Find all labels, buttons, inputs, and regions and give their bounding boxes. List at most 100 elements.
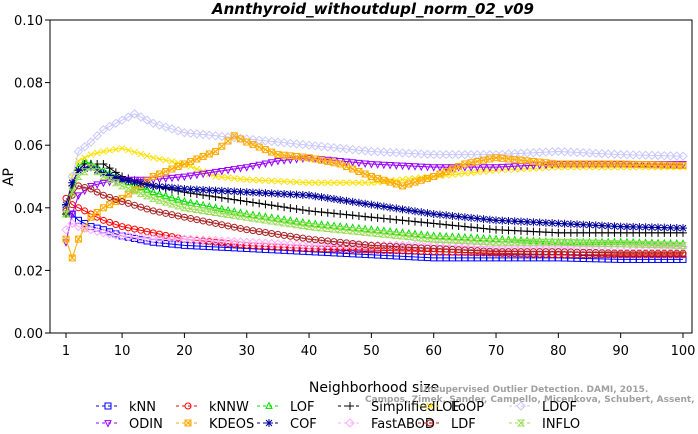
point-inflo xyxy=(479,238,488,246)
point-inflo xyxy=(460,237,470,245)
point-ldof xyxy=(584,148,595,158)
point-odin xyxy=(498,163,507,172)
point-fastabod xyxy=(659,242,670,252)
point-lof xyxy=(342,222,351,231)
point-inflo xyxy=(579,239,588,247)
point-fastabod xyxy=(298,240,308,250)
point-inflo xyxy=(311,223,320,231)
point-cof xyxy=(311,192,320,201)
legend-marker-ldof xyxy=(516,401,526,411)
point-inflo xyxy=(367,229,376,237)
point-fastabod xyxy=(104,229,115,239)
point-cof xyxy=(660,223,669,232)
point-inflo xyxy=(591,239,600,247)
point-odin xyxy=(249,162,257,171)
point-cof xyxy=(236,187,245,196)
legend-label-loop: LoOP xyxy=(451,400,484,415)
point-cof xyxy=(292,190,301,199)
legend-marker-kdeos xyxy=(184,419,192,427)
legend-label-fastabod: FastABOD xyxy=(371,417,435,432)
point-lof xyxy=(161,191,170,199)
point-cof xyxy=(560,219,569,228)
point-ldof xyxy=(372,147,383,157)
point-cof xyxy=(62,200,70,209)
point-ldof xyxy=(466,149,476,160)
point-fastabod xyxy=(323,240,333,251)
point-lof xyxy=(473,233,482,242)
point-simplifiedlof xyxy=(105,164,114,173)
point-simplifiedlof xyxy=(460,222,469,231)
point-loop xyxy=(268,177,276,185)
series-line-knnw xyxy=(65,198,683,256)
point-lof xyxy=(411,229,419,237)
legend-label-inflo: INFLO xyxy=(542,417,580,432)
series-layer xyxy=(61,109,688,263)
point-simplifiedlof xyxy=(224,194,233,203)
point-ldof xyxy=(79,142,90,152)
point-cof xyxy=(361,199,370,208)
point-lof xyxy=(461,232,469,241)
point-inflo xyxy=(336,226,345,234)
point-loop xyxy=(368,179,375,187)
point-inflo xyxy=(398,232,407,240)
point-inflo xyxy=(597,239,607,247)
point-cof xyxy=(342,196,351,205)
legend-entry-fastabod: FastABOD xyxy=(338,417,435,432)
point-lof xyxy=(554,237,563,246)
point-odin xyxy=(242,164,251,172)
point-cof xyxy=(174,184,183,193)
point-odin xyxy=(591,161,600,169)
point-knnw xyxy=(81,207,89,215)
point-loop xyxy=(293,178,300,186)
y-tick-label: 0.00 xyxy=(14,327,43,342)
point-odin xyxy=(485,164,494,172)
point-ldof xyxy=(428,149,439,160)
point-ldof xyxy=(198,129,208,140)
point-inflo xyxy=(86,163,96,171)
point-simplifiedlof xyxy=(423,218,432,227)
point-loop xyxy=(224,174,232,182)
point-fastabod xyxy=(316,240,327,251)
point-inflo xyxy=(647,241,657,249)
point-inflo xyxy=(547,238,557,246)
point-lof xyxy=(180,196,189,205)
point-cof xyxy=(286,190,295,199)
point-kdeos xyxy=(218,142,226,150)
point-loop xyxy=(168,158,176,165)
point-simplifiedlof xyxy=(373,213,382,222)
point-loop xyxy=(137,150,145,158)
point-fastabod xyxy=(416,240,426,251)
legend-entry-ldof: LDOF xyxy=(509,400,577,415)
point-simplifiedlof xyxy=(435,220,444,229)
point-loop xyxy=(149,154,157,162)
point-kdeos xyxy=(155,170,163,178)
point-cof xyxy=(492,216,501,225)
point-lof xyxy=(373,225,382,234)
point-odin xyxy=(261,160,270,168)
point-odin xyxy=(186,172,195,181)
point-inflo xyxy=(404,233,413,241)
point-ldof xyxy=(360,146,370,156)
x-tick-label: 1 xyxy=(62,344,70,359)
x-tick-label: 40 xyxy=(301,344,318,359)
legend-label-odin: ODIN xyxy=(129,417,163,432)
point-odin xyxy=(174,174,182,182)
point-loop xyxy=(255,176,263,184)
point-cof xyxy=(467,213,476,222)
point-cof xyxy=(672,223,681,232)
point-ldof xyxy=(304,140,314,150)
point-loop xyxy=(218,173,226,181)
point-cof xyxy=(354,198,363,207)
point-inflo xyxy=(111,179,121,187)
point-lof xyxy=(423,230,432,239)
point-cof xyxy=(616,222,625,231)
point-fastabod xyxy=(248,237,258,248)
point-fastabod xyxy=(397,240,408,251)
point-loop xyxy=(318,179,325,187)
point-ldof xyxy=(347,144,358,155)
point-fastabod xyxy=(67,218,77,229)
point-fastabod xyxy=(92,226,102,236)
point-odin xyxy=(429,164,438,172)
point-fastabod xyxy=(404,240,414,251)
point-kdeos xyxy=(392,180,400,188)
